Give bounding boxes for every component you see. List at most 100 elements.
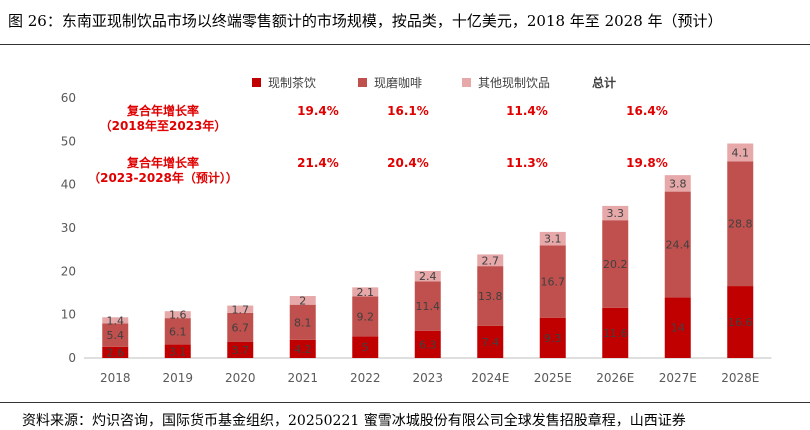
bar-segment (477, 266, 504, 326)
bar-segment (477, 325, 504, 358)
y-tick-label: 60 (61, 91, 76, 105)
data-label: 2.4 (419, 270, 437, 283)
y-tick-label: 40 (61, 178, 76, 192)
cagr-value: 19.8% (626, 156, 668, 170)
bar-segment (414, 330, 441, 358)
x-tick-label: 2024E (471, 371, 509, 385)
bar-segment (664, 175, 691, 192)
y-tick-label: 10 (61, 308, 76, 322)
data-label: 1.6 (169, 309, 187, 322)
data-label: 7.4 (482, 336, 500, 349)
cagr-label: （2018年至2023年） (100, 118, 227, 133)
data-label: 6.1 (169, 325, 187, 338)
bar-segment (727, 143, 754, 162)
bar-segment (539, 317, 566, 358)
bar-segment (102, 346, 129, 358)
bar-segment (477, 254, 504, 267)
bar-segment (414, 270, 441, 282)
data-label: 5.4 (107, 329, 125, 342)
y-tick-label: 20 (61, 264, 76, 278)
bar-segment (352, 296, 379, 337)
legend-label: 其他现制饮品 (478, 76, 550, 90)
bar-segment (602, 205, 629, 221)
cagr-value: 20.4% (387, 156, 429, 170)
bar-segment (164, 311, 191, 319)
bar-segment (602, 220, 629, 308)
bar-segment (664, 297, 691, 358)
data-label: 11.6 (603, 327, 628, 340)
data-label: 5 (362, 341, 369, 354)
title-divider (0, 44, 810, 45)
data-label: 28.8 (728, 218, 753, 231)
bar-segment (352, 287, 379, 297)
data-label: 9.3 (544, 332, 562, 345)
legend-total-label: 总计 (592, 75, 616, 90)
cagr-value: 11.3% (506, 156, 548, 170)
cagr-value: 16.1% (387, 104, 429, 118)
bar-segment (289, 339, 316, 358)
data-label: 11.4 (416, 300, 441, 313)
legend-swatch (358, 78, 367, 87)
bar-segment (727, 161, 754, 287)
x-tick-label: 2028E (721, 371, 759, 385)
bar-segment (227, 341, 254, 358)
cagr-label: 复合年增长率 (126, 155, 199, 170)
data-label: 2.1 (357, 286, 375, 299)
data-label: 2.6 (107, 346, 125, 359)
data-label: 3.8 (669, 177, 687, 190)
bar-segment (227, 312, 254, 342)
legend-label: 现制茶饮 (268, 75, 316, 90)
source-note: 资料来源：灼识咨询，国际货币基金组织，20250221 蜜雪冰城股份有限公司全球… (22, 413, 686, 429)
bar-segment (602, 307, 629, 358)
cagr-label: （2023-2028年（预计）） (88, 170, 238, 185)
x-tick-label: 2027E (659, 371, 697, 385)
x-tick-label: 2018 (100, 371, 131, 385)
data-label: 20.2 (603, 258, 628, 271)
bar-segment (102, 317, 129, 324)
legend-label: 现磨咖啡 (374, 75, 422, 90)
data-label: 3.7 (232, 344, 250, 357)
data-label: 16.7 (541, 276, 566, 289)
data-label: 3.1 (544, 233, 562, 246)
data-label: 1.7 (232, 303, 250, 316)
cagr-value: 11.4% (506, 104, 548, 118)
data-label: 8.1 (294, 316, 312, 329)
y-tick-label: 0 (68, 351, 76, 365)
data-label: 14 (671, 322, 685, 335)
x-tick-label: 2022 (350, 371, 381, 385)
x-tick-label: 2023 (412, 371, 443, 385)
cagr-value: 16.4% (626, 104, 668, 118)
data-label: 2 (299, 294, 306, 307)
data-label: 3.1 (169, 345, 187, 358)
data-label: 4.2 (294, 343, 312, 356)
cagr-value: 19.4% (297, 104, 339, 118)
bar-segment (352, 336, 379, 358)
bar-segment (664, 191, 691, 298)
x-tick-label: 2019 (162, 371, 193, 385)
bar-segment (227, 305, 254, 313)
bar-segment (164, 344, 191, 358)
stacked-bar-chart: 0 10 20 30 40 50 60 2.6 5.4 1.4 2018 3.1 6.1 1.6 2019 3… (61, 75, 772, 385)
bar-segment (289, 296, 316, 305)
bar-segment (414, 281, 441, 331)
x-tick-label: 2021 (287, 371, 318, 385)
legend-swatch (462, 78, 471, 87)
data-label: 3.3 (607, 207, 625, 220)
source-divider (0, 402, 810, 403)
cagr-label: 复合年增长率 (126, 103, 199, 118)
data-label: 6.7 (232, 321, 250, 334)
data-label: 6.3 (419, 338, 437, 351)
bar-segment (727, 286, 754, 358)
x-tick-label: 2026E (596, 371, 634, 385)
bar-segment (539, 231, 566, 246)
data-label: 13.8 (478, 290, 503, 303)
x-tick-label: 2025E (534, 371, 572, 385)
y-tick-label: 30 (61, 221, 76, 235)
cagr-value: 21.4% (297, 156, 339, 170)
figure-title: 图 26：东南亚现制饮品市场以终端零售额计的市场规模，按品类，十亿美元，2018… (8, 12, 723, 30)
x-tick-label: 2020 (225, 371, 256, 385)
data-label: 4.1 (732, 146, 750, 159)
data-label: 9.2 (357, 310, 375, 323)
bar-segment (539, 245, 566, 318)
bar-segment (102, 323, 129, 347)
